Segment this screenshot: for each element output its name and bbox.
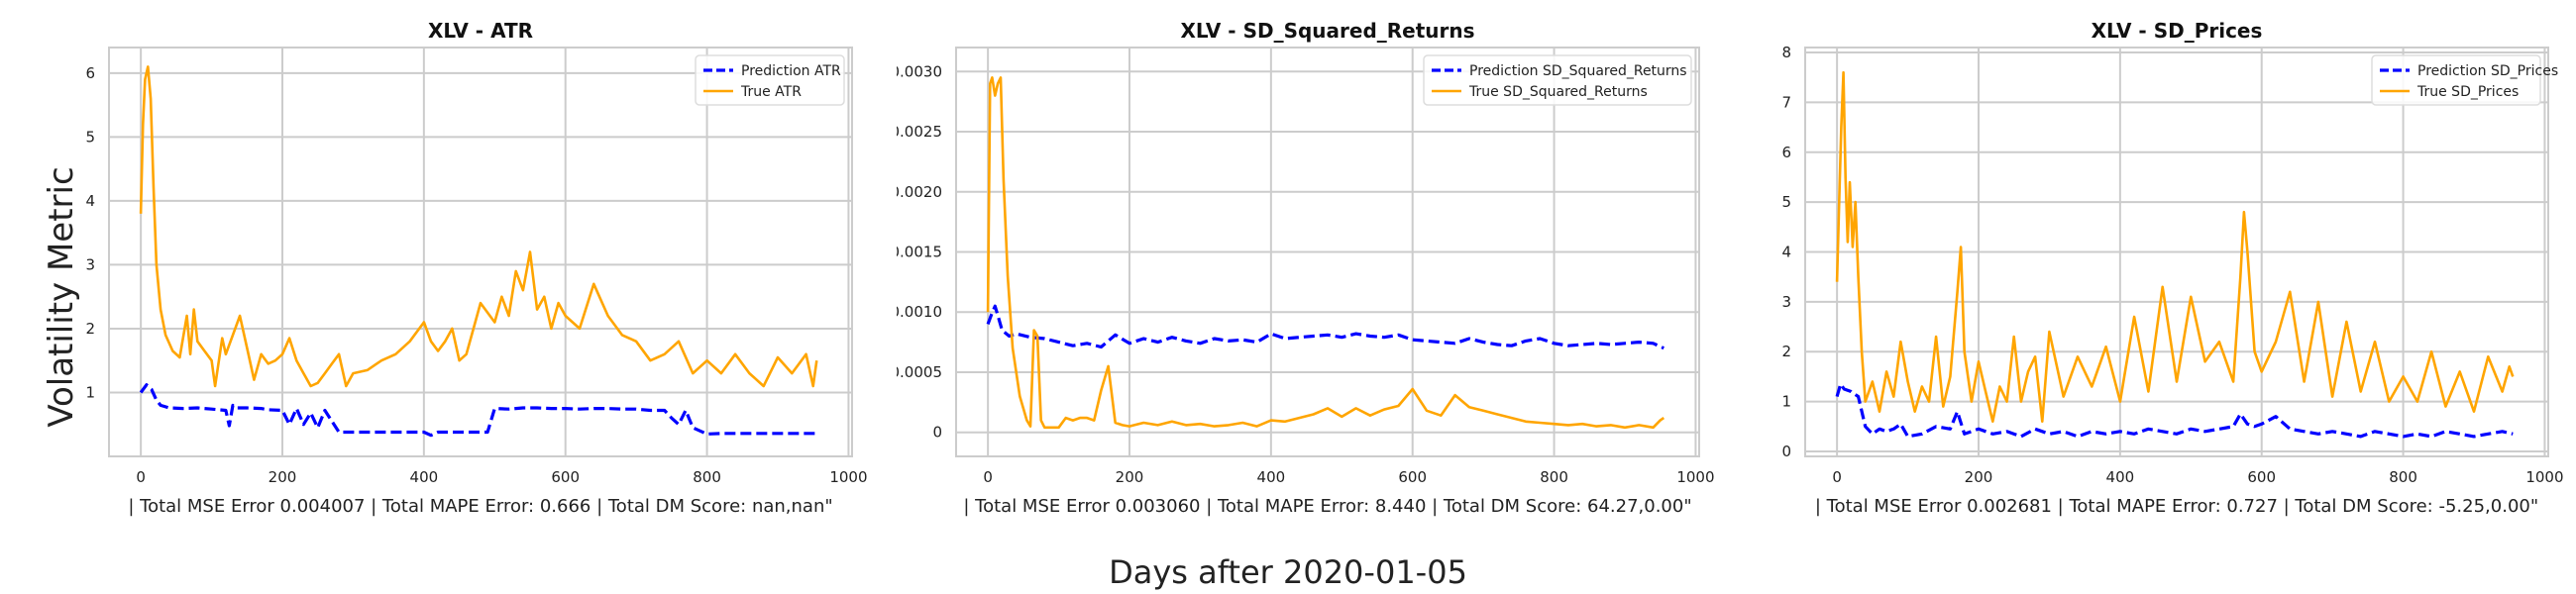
legend: Prediction ATR True ATR (695, 54, 845, 106)
legend-box (695, 54, 845, 106)
chart-1: 0 200 400 600 800 1000 1 2 3 4 5 6 XLV - ATR | Total … (85, 19, 867, 517)
x-tick-label: 800 (2389, 468, 2417, 486)
y-tick-label: 1 (1781, 393, 1791, 411)
y-tick-label: 3 (85, 255, 95, 273)
plot-frame (955, 47, 1700, 457)
legend-box (2371, 54, 2541, 106)
x-tick-label: 200 (1965, 468, 1993, 486)
y-tick-label: 3 (1781, 293, 1791, 311)
x-tick-label: 1000 (829, 468, 867, 486)
x-tick-label: 400 (410, 468, 439, 486)
y-tick-label: 8 (1781, 44, 1791, 61)
series-line-1 (139, 383, 817, 438)
chart-title: XLV - SD_Prices (2092, 19, 2263, 43)
plot-frame (1804, 47, 2549, 457)
series-line-2 (139, 65, 818, 388)
x-tick-label: 0 (1832, 468, 1842, 486)
series-line-1 (986, 304, 1664, 350)
legend-label-2: True SD_Prices (2416, 84, 2519, 100)
x-axis-label: | Total MSE Error 0.002681 | Total MAPE … (1815, 496, 2538, 517)
x-axis-label: | Total MSE Error 0.003060 | Total MAPE … (963, 496, 1691, 517)
x-tick-label: 600 (2247, 468, 2276, 486)
legend-label-2: True SD_Squared_Returns (1468, 84, 1648, 100)
x-tick-label: 200 (1116, 468, 1144, 486)
x-tick-label: 400 (1257, 468, 1286, 486)
y-tick-label: 0.0005 (897, 363, 942, 381)
x-tick-label: 800 (693, 468, 721, 486)
figure-xlabel: Days after 2020-01-05 (1109, 553, 1467, 591)
legend-label-1: Prediction SD_Prices (2417, 63, 2558, 79)
chart-title: XLV - ATR (428, 19, 533, 43)
x-tick-label: 800 (1540, 468, 1568, 486)
y-tick-label: 0 (932, 424, 942, 442)
y-tick-label: 1 (85, 383, 95, 401)
series-line-1 (1835, 382, 2514, 439)
y-tick-label: 6 (1781, 144, 1791, 161)
x-tick-label: 1000 (1676, 468, 1714, 486)
y-tick-label: 0.0030 (897, 62, 942, 80)
plot-frame (108, 47, 853, 457)
x-tick-label: 1000 (2525, 468, 2563, 486)
y-tick-label: 4 (1781, 244, 1791, 261)
x-tick-label: 400 (2106, 468, 2135, 486)
y-tick-label: 2 (85, 320, 95, 338)
legend-label-1: Prediction SD_Squared_Returns (1469, 63, 1687, 79)
y-tick-label: 0.0010 (897, 303, 942, 321)
chart-2: 0 200 400 600 800 1000 0 0.0005 0.0010 0.0015 0.00… (897, 19, 1715, 517)
y-tick-label: 0 (1781, 443, 1791, 460)
plot-area (109, 48, 852, 456)
y-tick-label: 4 (85, 192, 95, 210)
y-tick-label: 0.0020 (897, 183, 942, 201)
series-line-2 (1835, 70, 2515, 423)
legend-label-2: True ATR (740, 84, 802, 100)
x-tick-label: 200 (268, 468, 297, 486)
legend: Prediction SD_Squared_Returns True SD_Squ… (1423, 54, 1692, 106)
y-tick-label: 0.0015 (897, 244, 942, 261)
x-axis-label: | Total MSE Error 0.004007 | Total MAPE … (128, 496, 832, 517)
x-tick-label: 600 (1398, 468, 1427, 486)
legend: Prediction SD_Prices True SD_Prices (2371, 54, 2558, 106)
figure-ylabel: Volatility Metric (42, 166, 81, 428)
y-tick-label: 2 (1781, 343, 1791, 360)
x-tick-label: 0 (136, 468, 146, 486)
y-tick-label: 0.0025 (897, 123, 942, 141)
y-tick-label: 6 (85, 64, 95, 82)
legend-box (1423, 54, 1692, 106)
y-tick-label: 5 (85, 128, 95, 146)
x-tick-label: 0 (983, 468, 993, 486)
legend-label-1: Prediction ATR (741, 63, 841, 79)
chart-title: XLV - SD_Squared_Returns (1180, 19, 1474, 43)
series-line-2 (986, 76, 1665, 430)
y-tick-label: 7 (1781, 93, 1791, 111)
chart-3: 0 200 400 600 800 1000 0 1 2 3 4 5 6 7 8 XLV - SD_Price… (1781, 19, 2563, 517)
y-tick-label: 5 (1781, 193, 1791, 211)
x-tick-label: 600 (551, 468, 580, 486)
